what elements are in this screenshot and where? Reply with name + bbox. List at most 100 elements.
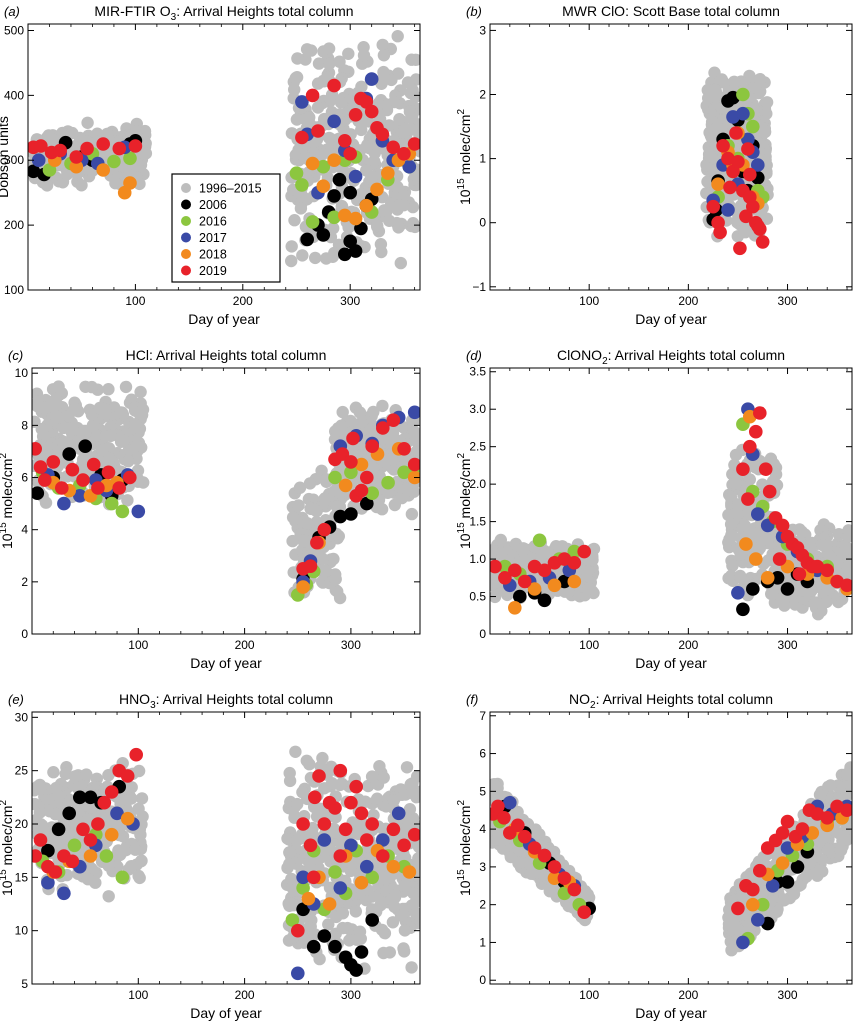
point [344, 507, 358, 521]
point [741, 492, 755, 506]
point [123, 176, 137, 190]
panel-f: 100 200 300 0 1 2 3 4 5 6 7 Day of year 1015 molec/c… [456, 691, 853, 1021]
points-c [32, 380, 420, 605]
point [360, 496, 374, 511]
point [407, 827, 420, 842]
point [333, 763, 348, 778]
point [348, 211, 363, 226]
point [723, 180, 737, 195]
y-tick-label: 20 [15, 817, 29, 831]
y-tick-label: 2 [21, 575, 28, 589]
point-bg [729, 477, 742, 490]
x-axis-label: Day of year [635, 311, 707, 327]
point [402, 865, 417, 879]
point [305, 215, 320, 229]
points-d [490, 402, 852, 621]
point-bg [59, 832, 72, 845]
point [731, 586, 745, 600]
point [736, 935, 750, 950]
legend-label: 2018 [199, 248, 227, 262]
point-bg [491, 832, 504, 846]
point [327, 78, 341, 93]
y-tick-label: 0.5 [469, 590, 486, 604]
point [354, 875, 369, 890]
point [820, 811, 834, 825]
series-2019 [32, 747, 420, 938]
point-bg [725, 944, 738, 957]
point-bg [336, 907, 350, 920]
y-tick-label: 400 [4, 88, 24, 102]
point [497, 811, 511, 825]
point [348, 169, 363, 184]
point-bg [323, 57, 336, 71]
point-bg [405, 112, 419, 125]
point [306, 870, 321, 885]
point-bg [300, 193, 314, 206]
point-bg [285, 254, 298, 268]
point-bg [400, 761, 414, 774]
point [57, 496, 71, 511]
x-axis-label: Day of year [188, 311, 260, 327]
point [731, 155, 745, 169]
point [743, 167, 757, 182]
point [76, 822, 90, 837]
point [83, 790, 98, 805]
point-bg [795, 525, 809, 539]
legend-label: 2006 [199, 198, 227, 212]
point-bg [731, 499, 745, 513]
point [751, 913, 765, 927]
point [295, 95, 309, 109]
point [291, 923, 305, 938]
point-bg [132, 764, 146, 778]
y-tick-label: 0 [479, 973, 486, 987]
point-bg [404, 123, 418, 136]
point [296, 902, 310, 917]
point [96, 137, 110, 151]
point-bg [842, 558, 852, 572]
y-tick-label: 1.5 [469, 515, 486, 529]
point-bg [283, 766, 296, 780]
point-bg [294, 202, 308, 215]
point [348, 108, 363, 122]
y-tick-label: 8 [21, 418, 28, 432]
point-bg [117, 434, 130, 447]
point-bg [383, 214, 396, 227]
y-tick-label: 3.5 [469, 365, 486, 379]
point-bg [364, 172, 378, 185]
point-bg [35, 819, 49, 832]
point-bg [357, 49, 371, 62]
point [753, 863, 767, 878]
point-bg [130, 439, 143, 452]
point-bg [285, 127, 299, 140]
legend-label: 2019 [199, 264, 227, 278]
plot-frame [489, 23, 853, 291]
point [397, 147, 411, 161]
point [333, 881, 348, 895]
point [83, 833, 98, 847]
point [736, 106, 750, 121]
point-bg [413, 445, 420, 458]
point [344, 455, 358, 469]
y-tick-label: 3.0 [469, 402, 486, 416]
y-tick-label: 10 [15, 366, 29, 380]
point-bg [328, 826, 341, 839]
point [577, 544, 591, 559]
point [291, 966, 305, 981]
series-2019 [32, 413, 420, 576]
point-bg [119, 843, 133, 857]
y-tick-label: 2 [479, 898, 486, 912]
point-bg [349, 905, 362, 918]
point [317, 833, 332, 847]
point [360, 470, 374, 485]
point-bg [285, 240, 298, 253]
point-bg [322, 918, 335, 931]
point-bg [711, 120, 724, 134]
point-bg [525, 867, 538, 880]
point [760, 571, 775, 585]
point [57, 886, 71, 901]
x-tick-label: 200 [678, 638, 698, 652]
plot-frame [27, 23, 421, 291]
point-bg [122, 780, 135, 793]
point-bg [354, 932, 367, 945]
point [517, 829, 532, 844]
